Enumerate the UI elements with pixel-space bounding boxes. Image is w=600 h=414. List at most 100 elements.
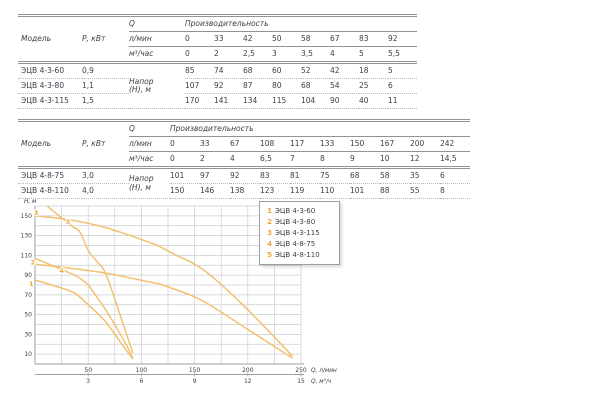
head-value: 35: [410, 171, 420, 180]
legend-item-label: ЭЦВ 4-3-115: [275, 229, 320, 237]
x-tick-label-2: 15: [297, 378, 305, 385]
head-label: Напор (Н), м: [129, 174, 154, 192]
curve-labels: 1 2 3 4 5: [28, 208, 72, 290]
power-value: 4,0: [82, 183, 129, 199]
axis-labels: 10 30 50 70 90 110 130 150 50 100 150 200 250 Н, м Q, …: [21, 199, 337, 374]
head-value: 11: [388, 93, 417, 109]
flow-value: 0: [185, 46, 214, 64]
head-value: 104: [301, 93, 330, 109]
x-axis-title-lmin: Q, л/мин: [311, 368, 337, 374]
curve-5: [35, 215, 294, 357]
head-value: 97: [200, 171, 210, 180]
q-header: Q: [129, 120, 170, 137]
flow-value: 150: [350, 136, 380, 152]
y-tick-label: 90: [24, 272, 32, 279]
head-value: 138: [230, 183, 260, 199]
flow-value: 4: [230, 151, 260, 169]
model-name: ЭЦВ 4-3-115: [18, 93, 82, 109]
flow-value: 42: [243, 31, 272, 47]
head-value: 119: [290, 183, 320, 199]
flow-value: 2: [200, 151, 230, 169]
head-value: 83: [260, 171, 270, 180]
head-value: 110: [320, 183, 350, 199]
x-tick-label: 150: [189, 367, 201, 374]
flow-value: 200: [410, 136, 440, 152]
power-header: Р, кВт: [82, 120, 129, 169]
flow-value: 3: [272, 46, 301, 64]
x-tick-label-2: 6: [139, 378, 143, 385]
unit-label: л/мин: [129, 136, 170, 152]
power-value: 0,9: [82, 66, 94, 75]
curve-2: [35, 257, 134, 359]
legend-item-number: 2: [267, 218, 272, 226]
chart-legend: 1 ЭЦВ 4-3-60 2 ЭЦВ 4-3-80 3 ЭЦВ 4-3-115 4 ЭЦВ 4…: [259, 201, 340, 265]
curve-1: [35, 279, 134, 360]
model-header: Модель: [18, 120, 82, 169]
performance-header: Производительность: [170, 120, 470, 137]
head-value: 52: [301, 66, 311, 75]
y-tick-label: 130: [21, 233, 33, 240]
model-name: ЭЦВ 4-3-80: [18, 78, 82, 94]
legend-item: 3 ЭЦВ 4-3-115: [265, 228, 337, 239]
y-tick-label: 150: [21, 213, 33, 220]
power-header: Р, кВт: [82, 15, 129, 64]
flow-value: 6,5: [260, 151, 290, 169]
flow-value: 167: [380, 136, 410, 152]
head-value: 68: [243, 66, 253, 75]
y-axis-title: Н, м: [24, 199, 37, 205]
head-value: 60: [272, 66, 282, 75]
performance-header: Производительность: [185, 15, 417, 32]
model-name: ЭЦВ 4-3-60: [21, 66, 65, 75]
head-label: Напор (Н), м: [129, 76, 154, 94]
y-tick-label: 110: [21, 252, 33, 259]
head-value: 6: [440, 171, 445, 180]
curve-label-1: 1: [29, 280, 34, 288]
flow-value: 3,5: [301, 46, 330, 64]
legend-item: 2 ЭЦВ 4-3-80: [265, 217, 337, 228]
power-value: 1,1: [82, 78, 129, 94]
x-tick-label-2: 9: [193, 378, 197, 385]
x-axis-title-m3h: Q, м³/ч: [311, 378, 332, 385]
legend-item-number: 1: [267, 207, 272, 215]
q-header: Q: [129, 15, 185, 32]
flow-value: 9: [350, 151, 380, 169]
legend-item: 1 ЭЦВ 4-3-60: [265, 206, 337, 217]
x-tick-label-2: 12: [244, 378, 252, 385]
head-value: 68: [350, 171, 360, 180]
pump-spec-table-large: Модель Р, кВт Q Производительность л/мин 0 33 6…: [18, 119, 470, 199]
flow-value: 133: [320, 136, 350, 152]
x-tick-label: 200: [242, 367, 254, 374]
curve-4: [35, 263, 293, 359]
legend-item-label: ЭЦВ 4-8-75: [275, 240, 316, 248]
curve-label-3: 3: [34, 209, 39, 217]
head-value: 170: [185, 93, 214, 109]
unit-label: л/мин: [129, 31, 185, 47]
flow-value: 0: [185, 31, 214, 47]
head-value: 75: [320, 171, 330, 180]
flow-value: 5,5: [388, 46, 417, 64]
head-value: 80: [272, 78, 301, 94]
head-value: 115: [272, 93, 301, 109]
legend-item-number: 5: [267, 251, 272, 259]
head-value: 6: [388, 78, 417, 94]
head-value: 88: [380, 183, 410, 199]
flow-value: 242: [440, 136, 470, 152]
legend-item: 5 ЭЦВ 4-8-110: [265, 250, 337, 261]
power-value: 3,0: [82, 171, 94, 180]
head-value: 150: [170, 183, 200, 199]
pump-spec-table-small: Модель Р, кВт Q Производительность л/мин 0 33 4…: [18, 14, 417, 109]
curve-label-5: 5: [66, 218, 71, 226]
head-value: 134: [243, 93, 272, 109]
head-value: 54: [330, 78, 359, 94]
head-value: 146: [200, 183, 230, 199]
y-tick-label: 70: [24, 292, 32, 299]
head-value: 18: [359, 66, 369, 75]
flow-value: 50: [272, 31, 301, 47]
flow-value: 33: [214, 31, 243, 47]
head-value: 55: [410, 183, 440, 199]
head-value: 74: [214, 66, 224, 75]
flow-value: 10: [380, 151, 410, 169]
power-value: 1,5: [82, 93, 129, 109]
flow-value: 108: [260, 136, 290, 152]
